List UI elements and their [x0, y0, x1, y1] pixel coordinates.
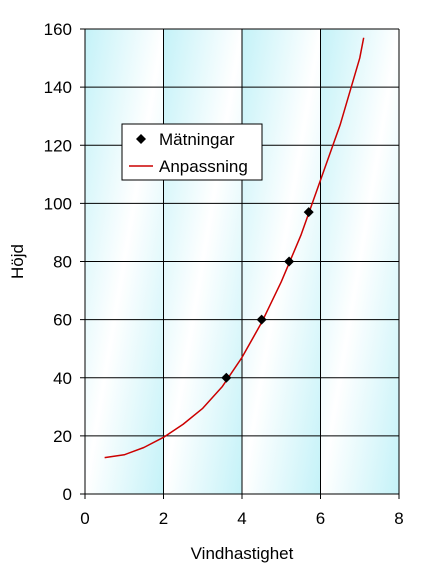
x-tick-label: 0 [80, 509, 89, 528]
y-tick-label: 80 [53, 253, 72, 272]
legend-marker-matningar [136, 134, 146, 144]
x-tick-label: 6 [316, 509, 325, 528]
y-axis-title: Höjd [8, 244, 27, 279]
series-line-anpassning [104, 37, 365, 459]
legend-label-matningar: Mätningar [159, 130, 235, 149]
grid-lines [85, 28, 400, 494]
y-tick-label: 160 [44, 20, 72, 39]
legend-label-anpassning: Anpassning [159, 157, 248, 176]
data-point-matningar [221, 372, 232, 383]
data-point-matningar [303, 207, 314, 218]
x-tick-labels: 0 2 4 6 8 [80, 509, 403, 528]
axes [80, 28, 400, 499]
legend: Mätningar Anpassning [121, 123, 263, 181]
x-tick-label: 4 [237, 509, 246, 528]
y-tick-label: 20 [53, 427, 72, 446]
y-tick-labels: 0 20 40 60 80 100 120 140 160 [44, 20, 72, 504]
y-tick-label: 40 [53, 369, 72, 388]
y-tick-label: 120 [44, 136, 72, 155]
y-tick-label: 60 [53, 311, 72, 330]
data-point-matningar [284, 256, 295, 267]
data-point-matningar [256, 314, 267, 325]
y-tick-label: 0 [63, 485, 72, 504]
y-tick-label: 140 [44, 78, 72, 97]
legend-box [121, 123, 263, 181]
x-axis-title: Vindhastighet [191, 544, 294, 563]
x-tick-label: 8 [394, 509, 403, 528]
series-layer [104, 37, 365, 459]
x-tick-label: 2 [159, 509, 168, 528]
y-tick-label: 100 [44, 194, 72, 213]
